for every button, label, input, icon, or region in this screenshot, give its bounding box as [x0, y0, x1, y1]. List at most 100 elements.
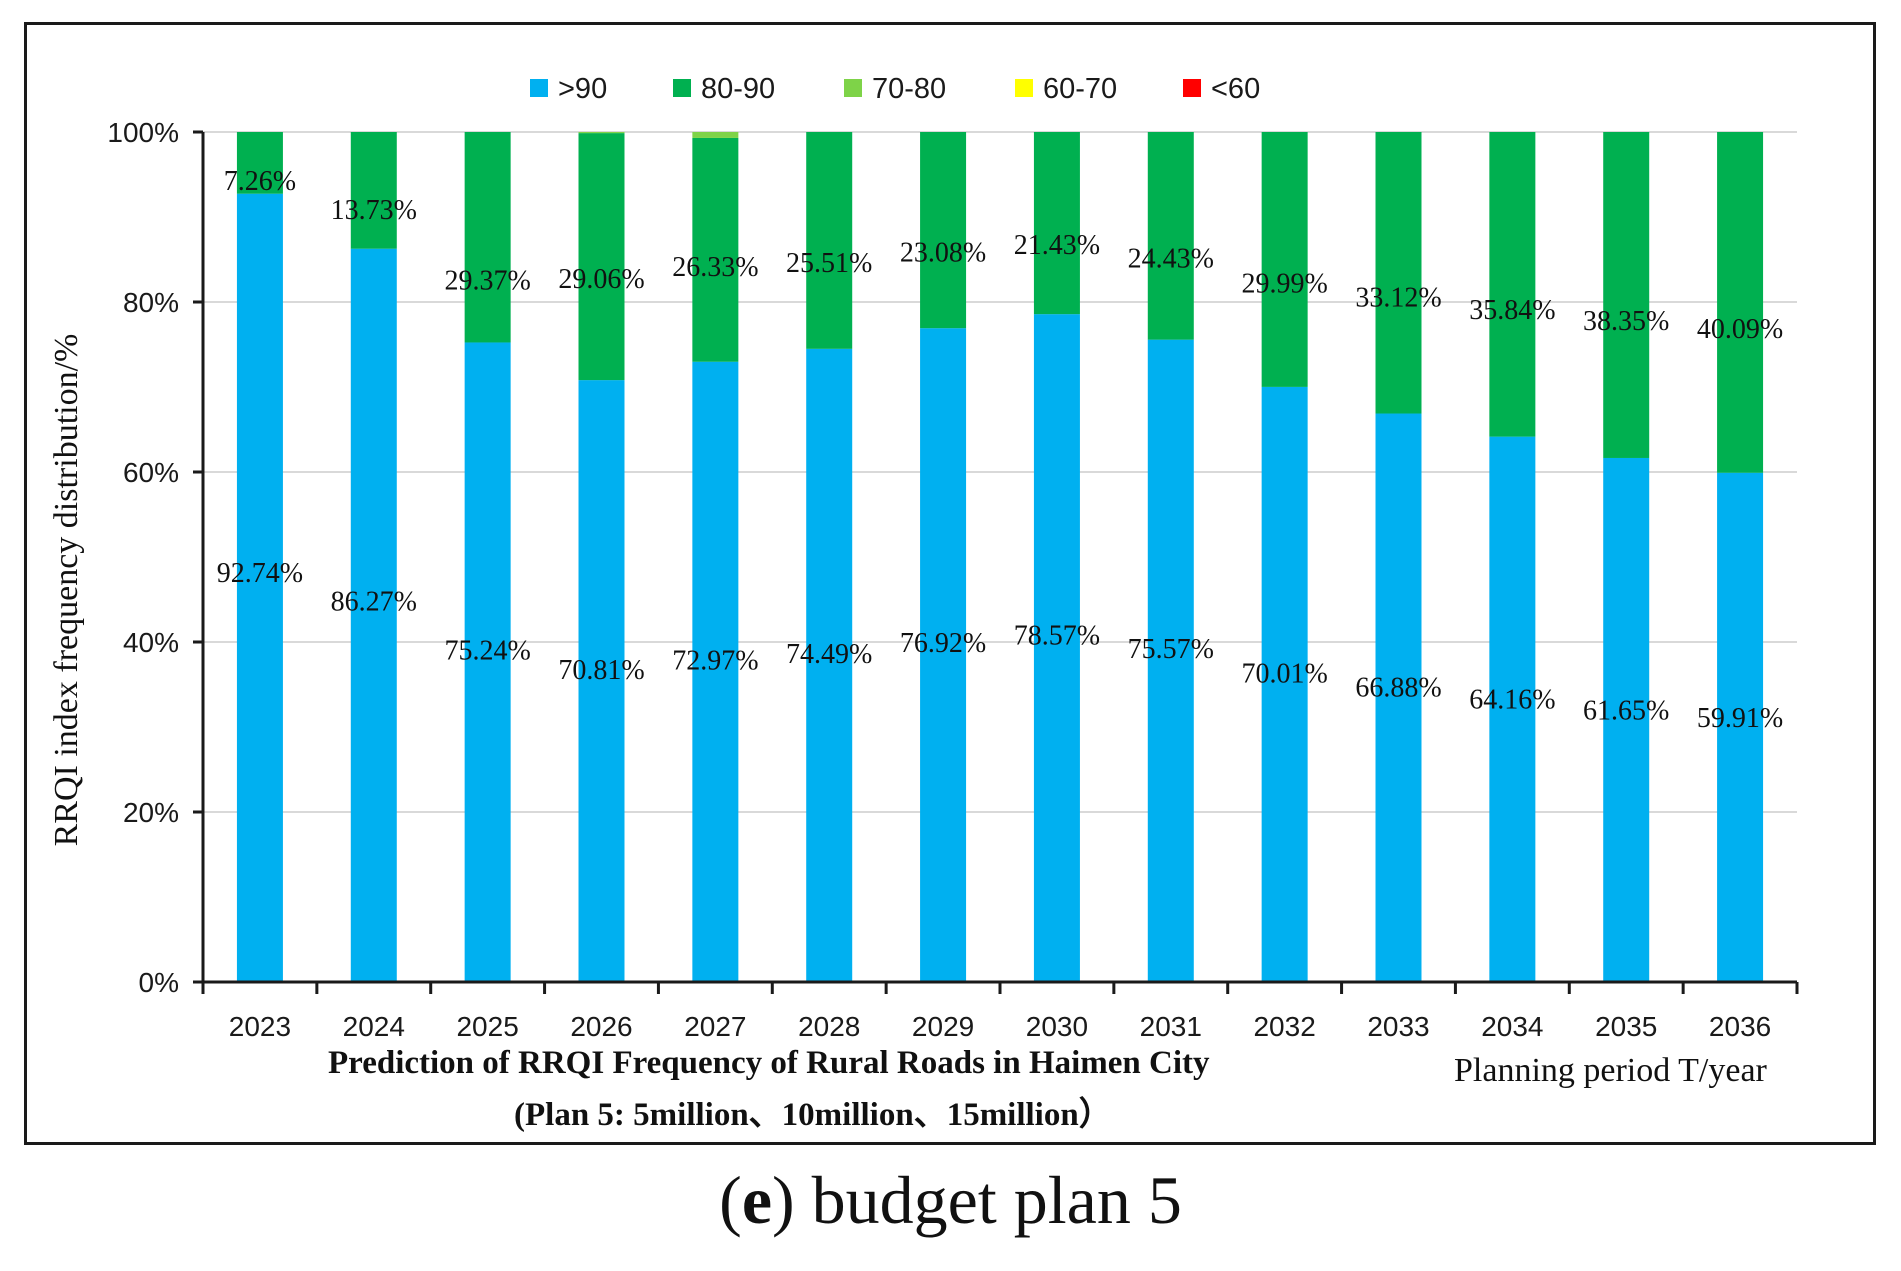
bar-segment	[806, 348, 853, 983]
bar-segment	[806, 132, 853, 349]
bar-segment	[1489, 132, 1536, 437]
x-axis-label: Planning period T/year	[1454, 1052, 1768, 1089]
bar-segment	[1147, 339, 1194, 982]
caption-letter: e	[741, 1162, 773, 1238]
bar-segment	[692, 132, 739, 138]
x-tick-label: 2026	[570, 1011, 632, 1042]
caption-text: budget plan 5	[794, 1162, 1182, 1238]
axes	[193, 130, 1799, 994]
data-label-upper: 29.99%	[1241, 268, 1327, 299]
x-tick-label: 2036	[1709, 1011, 1771, 1042]
data-label-lower: 70.81%	[558, 655, 644, 686]
data-label-upper: 24.43%	[1128, 243, 1214, 274]
data-label-upper: 25.51%	[786, 248, 872, 279]
legend: >90 80-90 70-80 60-70 <60	[530, 73, 1260, 105]
data-label-lower: 75.24%	[444, 635, 530, 666]
data-label-lower: 75.57%	[1128, 634, 1214, 665]
bar-segment	[920, 132, 967, 329]
x-tick-label: 2027	[684, 1011, 746, 1042]
bar-segment	[692, 361, 739, 982]
y-tick-label: 60%	[123, 457, 179, 488]
bar-segment	[578, 380, 625, 982]
y-axis-label: RRQI index frequency distribution/%	[48, 334, 85, 847]
x-tick-labels: 2023 2024 2025 2026 2027 2028 2029 2030 2031 2032…	[229, 1011, 1771, 1042]
legend-label: 70-80	[872, 73, 946, 105]
bar-segment	[1261, 386, 1308, 982]
y-tick-label: 100%	[107, 117, 179, 148]
data-label-lower: 92.74%	[217, 558, 303, 589]
legend-label: 60-70	[1043, 73, 1117, 105]
legend-swatch	[673, 79, 691, 97]
bar-segment	[236, 193, 283, 982]
bar-segment	[1603, 132, 1650, 458]
chart-subtitle-line1: Prediction of RRQI Frequency of Rural Ro…	[328, 1045, 1210, 1081]
data-label-lower: 78.57%	[1014, 621, 1100, 652]
bar-segment	[1147, 132, 1194, 340]
data-label-upper: 29.06%	[558, 264, 644, 295]
data-label-upper: 26.33%	[672, 252, 758, 283]
bar-segment	[464, 342, 511, 983]
bar-segment	[1261, 132, 1308, 387]
data-label-upper: 40.09%	[1697, 314, 1783, 345]
data-labels: 7.26% 92.74% 13.73% 86.27% 29.37% 75.24% 29.06…	[217, 166, 1783, 734]
data-label-lower: 76.92%	[900, 628, 986, 659]
x-tick-label: 2029	[912, 1011, 974, 1042]
figure-caption: (e) budget plan 5	[719, 1162, 1182, 1238]
bar-segment	[1717, 472, 1764, 982]
bar-segment	[920, 328, 967, 982]
data-label-upper: 29.37%	[444, 266, 530, 297]
bar-segment	[1717, 132, 1764, 473]
bar-segment	[236, 132, 283, 194]
data-label-upper: 7.26%	[224, 166, 296, 197]
legend-label: 80-90	[701, 73, 775, 105]
bar-segment	[1375, 413, 1422, 982]
legend-swatch	[530, 79, 548, 97]
x-tick-label: 2032	[1253, 1011, 1315, 1042]
data-label-lower: 64.16%	[1469, 684, 1555, 715]
x-tick-label: 2034	[1481, 1011, 1543, 1042]
bar-segment	[1033, 314, 1080, 982]
x-tick-label: 2023	[229, 1011, 291, 1042]
bar-segment	[1375, 132, 1422, 414]
data-label-lower: 66.88%	[1355, 672, 1441, 703]
data-label-lower: 74.49%	[786, 639, 872, 670]
legend-label: >90	[558, 73, 607, 105]
x-tick-label: 2028	[798, 1011, 860, 1042]
y-tick-label: 80%	[123, 287, 179, 318]
x-tick-label: 2024	[343, 1011, 405, 1042]
legend-label: <60	[1211, 73, 1260, 105]
data-label-lower: 72.97%	[672, 645, 758, 676]
data-label-lower: 86.27%	[331, 587, 417, 618]
bar-segment	[578, 132, 625, 134]
data-label-upper: 38.35%	[1583, 306, 1669, 337]
x-tick-label: 2035	[1595, 1011, 1657, 1042]
legend-swatch	[1183, 79, 1201, 97]
gridlines	[203, 131, 1797, 813]
data-label-upper: 33.12%	[1355, 283, 1441, 314]
bar-segment	[1603, 457, 1650, 983]
bars	[236, 132, 1764, 983]
bar-segment	[1033, 132, 1080, 315]
chart-svg: 0%20%40%60%80%100% 2023 2024 2025 2026 2027 2…	[48, 73, 1799, 1133]
legend-swatch	[844, 79, 862, 97]
data-label-lower: 70.01%	[1241, 659, 1327, 690]
data-label-lower: 61.65%	[1583, 696, 1669, 727]
bar-segment	[464, 132, 511, 343]
y-tick-label: 20%	[123, 797, 179, 828]
x-tick-label: 2025	[456, 1011, 518, 1042]
x-tick-label: 2031	[1140, 1011, 1202, 1042]
legend-swatch	[1015, 79, 1033, 97]
bar-segment	[578, 133, 625, 381]
data-label-upper: 13.73%	[331, 195, 417, 226]
data-label-upper: 35.84%	[1469, 295, 1555, 326]
y-tick-labels: 0% 20% 40% 60% 80% 100%	[107, 117, 179, 998]
bar-segment	[350, 248, 397, 982]
data-label-lower: 59.91%	[1697, 703, 1783, 734]
x-tick-label: 2030	[1026, 1011, 1088, 1042]
bar-segment	[350, 132, 397, 249]
chart-subtitle-line2: (Plan 5: 5million、10million、15million）	[514, 1096, 1112, 1133]
data-label-upper: 21.43%	[1014, 230, 1100, 261]
bar-segment	[1489, 436, 1536, 982]
y-tick-label: 0%	[139, 967, 179, 998]
x-tick-label: 2033	[1367, 1011, 1429, 1042]
